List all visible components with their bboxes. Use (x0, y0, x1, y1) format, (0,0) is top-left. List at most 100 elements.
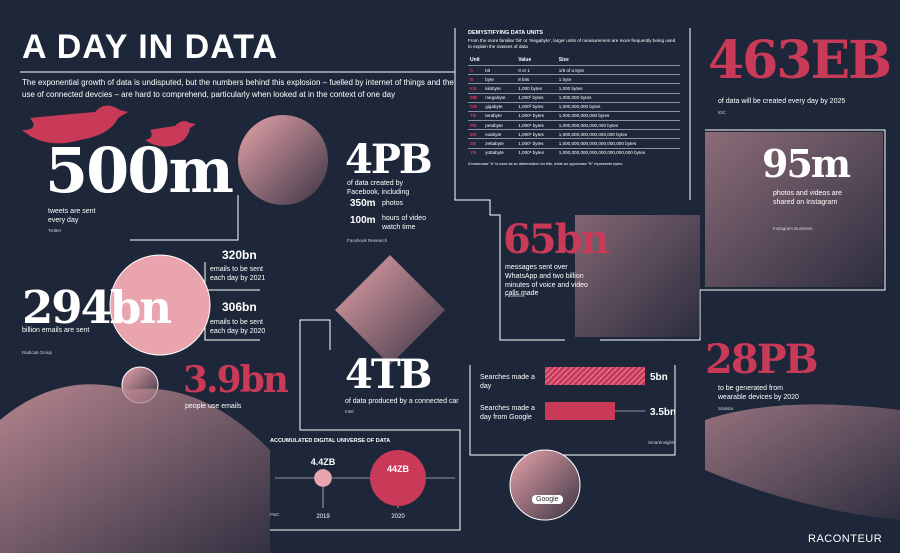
table-cell: byte (483, 74, 517, 84)
table-cell: 1,000,000,000,000 bytes (556, 110, 680, 121)
unit-symbol: TB (468, 110, 484, 121)
unit-symbol: KB (468, 83, 484, 93)
caption: messages sent over WhatsApp and two bill… (505, 264, 588, 298)
table-cell: 1,000,000,000 bytes (556, 101, 680, 112)
section-title: ACCUMULATED DIGITAL UNIVERSE OF DATA (270, 438, 391, 444)
twitter-bird (145, 121, 196, 147)
source: IDC (718, 110, 726, 115)
table-cell: zettabyte (483, 138, 517, 149)
table-cell: 1,000⁴ bytes (516, 110, 557, 121)
forecast-figure: 306bn (222, 300, 257, 314)
twitter-bird (22, 105, 128, 144)
unit-symbol: EB (468, 129, 484, 139)
sub-caption: hours of video watch time (382, 215, 426, 231)
source: PwC (270, 512, 280, 517)
title: A DAY IN DATA (22, 28, 279, 66)
table-row: KB kilobyte 1,000 bytes 1,000 bytes (468, 83, 680, 93)
column-header: Size (558, 56, 569, 63)
table-cell: terabyte (483, 110, 517, 121)
caption: of data created by Facebook, including (347, 180, 410, 196)
table-row: PB petabyte 1,000⁵ bytes 1,000,000,000,000,… (468, 120, 680, 130)
caption: tweets are sent every day (48, 208, 96, 224)
photo-laptop (238, 115, 328, 205)
table-row: YB yottabyte 1,000⁸ bytes 1,000,000,000,000… (468, 147, 680, 157)
caption: to be generated from wearable devices by… (718, 385, 799, 401)
bar-label: Searches made a day from Google (480, 405, 535, 421)
header-row: Unit Value Size (468, 55, 680, 66)
table-title: DEMYSTIFYING DATA UNITS (468, 30, 544, 36)
photo-google-phone (509, 449, 581, 521)
bar-value-label: 5bn (650, 372, 668, 383)
table-cell: megabyte (483, 92, 517, 103)
bar-label: Searches made a day (480, 374, 535, 390)
table-cell: 1,000,000,000,000,000,000 bytes (556, 129, 680, 139)
unit-symbol: ZB (468, 138, 484, 149)
unit-symbol: GB (468, 101, 484, 112)
table-cell: 1 byte (556, 74, 680, 84)
unit-symbol: b (468, 64, 484, 75)
forecast-caption: emails to be sent each day by 2020 (210, 319, 266, 335)
table-row: ZB zettabyte 1,000⁷ bytes 1,000,000,000,000… (468, 138, 680, 149)
bubble-label: 44ZB (387, 464, 410, 474)
table-cell: 8 bits (516, 74, 557, 84)
table-cell: 1,000 bytes (556, 83, 680, 93)
bubble (314, 469, 332, 487)
sub-figure: 100m (350, 215, 376, 226)
table-cell: 1,000³ bytes (516, 101, 557, 112)
source: Intel (345, 409, 354, 414)
source: SmartInsights (648, 440, 676, 445)
google-logo: Google (532, 495, 563, 504)
table-row: GB gigabyte 1,000³ bytes 1,000,000,000 byte… (468, 101, 680, 112)
forecast-figure: 320bn (222, 248, 257, 262)
source: Facebook (505, 293, 525, 298)
source: Facebook Research (347, 238, 388, 243)
table-row: b bit 0 or 1 1/8 of a byte (468, 64, 680, 75)
figure: 3.9bn (183, 359, 289, 401)
photo-car (335, 255, 445, 365)
table-row: EB exabyte 1,000⁶ bytes 1,000,000,000,000,0… (468, 129, 680, 139)
photo-whatsapp (575, 215, 700, 337)
footnote: A lowercase "b" is used as an abbreviati… (468, 161, 624, 166)
table-cell: gigabyte (483, 101, 517, 112)
source: Twitter (48, 228, 62, 233)
bar (545, 402, 615, 420)
unit-symbol: B (468, 74, 484, 84)
table-cell: kilobyte (483, 83, 517, 93)
photo-instagram (705, 132, 883, 287)
table-cell: 1,000,000,000,000,000 bytes (556, 120, 680, 130)
photo-wrist (705, 404, 900, 520)
caption: people use emails (185, 403, 242, 410)
source: Instagram Business (773, 226, 813, 231)
column-header: Value (518, 56, 532, 63)
bar (545, 367, 645, 385)
caption: of data produced by a connected car (345, 398, 459, 405)
table-cell: bit (483, 64, 517, 75)
caption: photos and videos are shared on Instagra… (773, 190, 842, 206)
figure: 294bn (22, 281, 172, 334)
figure: 95m (762, 141, 851, 186)
sub-figure: 350m (350, 198, 376, 209)
table-cell: 1,000,000,000,000,000,000,000 bytes (556, 138, 680, 149)
table-cell: 1,000,000 bytes (556, 92, 680, 103)
year-label: 2020 (391, 514, 405, 520)
table-cell: 1,000⁸ bytes (516, 147, 557, 157)
table-cell: petabyte (483, 120, 517, 130)
bar-value-label: 3.5bn (650, 407, 676, 418)
figure: 4TB (345, 351, 432, 398)
figure: 28PB (705, 336, 819, 383)
figure: 463EB (708, 30, 892, 91)
photo-bed (0, 384, 270, 553)
units-table: DEMYSTIFYING DATA UNITS From the more fa… (468, 30, 680, 166)
table-cell: 0 or 1 (516, 64, 557, 75)
figure: 500m (45, 134, 234, 207)
figure: 4PB (345, 136, 433, 183)
year-label: 2019 (316, 514, 330, 520)
unit-symbol: PB (468, 120, 484, 130)
sub-caption: photos (382, 200, 404, 207)
source: Radicati Group (22, 350, 53, 355)
table-cell: 1,000⁶ bytes (516, 129, 557, 139)
